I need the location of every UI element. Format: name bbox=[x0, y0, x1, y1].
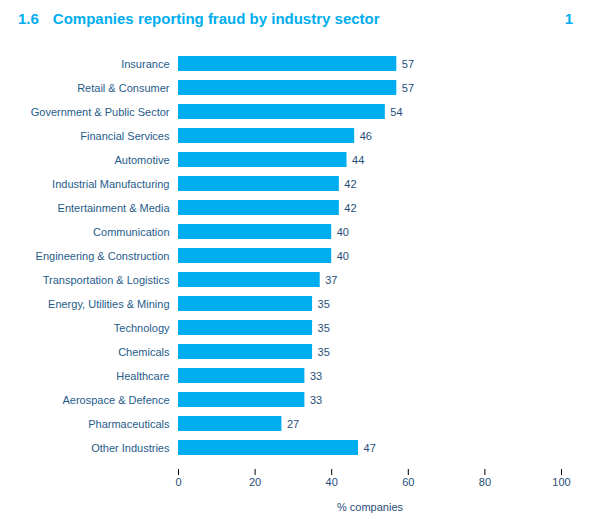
svg-text:33: 33 bbox=[310, 370, 322, 382]
svg-text:80: 80 bbox=[479, 476, 491, 488]
svg-text:Engineering & Construction: Engineering & Construction bbox=[36, 250, 170, 262]
svg-text:40: 40 bbox=[326, 476, 338, 488]
svg-text:57: 57 bbox=[402, 58, 414, 70]
svg-text:35: 35 bbox=[318, 298, 330, 310]
html-text:Companies reporting fraud by i: Companies reporting fraud by industry se… bbox=[52, 10, 380, 27]
svg-text:Entertainment & Media: Entertainment & Media bbox=[58, 202, 171, 214]
svg-text:% companies: % companies bbox=[337, 501, 404, 513]
svg-text:44: 44 bbox=[352, 154, 364, 166]
svg-text:40: 40 bbox=[337, 226, 349, 238]
svg-text:37: 37 bbox=[325, 274, 337, 286]
svg-text:Energy, Utilities & Mining: Energy, Utilities & Mining bbox=[48, 298, 169, 310]
svg-text:Government & Public Sector: Government & Public Sector bbox=[31, 106, 170, 118]
svg-text:Industrial Manufacturing: Industrial Manufacturing bbox=[52, 178, 169, 190]
svg-text:Chemicals: Chemicals bbox=[118, 346, 170, 358]
svg-text:40: 40 bbox=[337, 250, 349, 262]
svg-text:20: 20 bbox=[249, 476, 261, 488]
svg-text:35: 35 bbox=[318, 322, 330, 334]
svg-text:Automotive: Automotive bbox=[114, 154, 169, 166]
svg-text:42: 42 bbox=[344, 202, 356, 214]
svg-text:60: 60 bbox=[402, 476, 414, 488]
svg-text:Pharmaceuticals: Pharmaceuticals bbox=[88, 418, 170, 430]
svg-text:35: 35 bbox=[318, 346, 330, 358]
svg-text:Other Industries: Other Industries bbox=[91, 442, 170, 454]
html-text:1.6: 1.6 bbox=[18, 10, 39, 27]
svg-text:33: 33 bbox=[310, 394, 322, 406]
svg-text:54: 54 bbox=[390, 106, 402, 118]
svg-text:Aerospace & Defence: Aerospace & Defence bbox=[62, 394, 169, 406]
svg-text:46: 46 bbox=[360, 130, 372, 142]
svg-text:Technology: Technology bbox=[114, 322, 170, 334]
svg-text:57: 57 bbox=[402, 82, 414, 94]
svg-text:47: 47 bbox=[364, 442, 376, 454]
svg-text:Healthcare: Healthcare bbox=[116, 370, 169, 382]
svg-text:27: 27 bbox=[287, 418, 299, 430]
svg-text:Financial Services: Financial Services bbox=[80, 130, 170, 142]
svg-text:0: 0 bbox=[175, 476, 181, 488]
svg-text:100: 100 bbox=[552, 476, 570, 488]
html-text:1: 1 bbox=[564, 10, 573, 27]
svg-text:Communication: Communication bbox=[93, 226, 169, 238]
svg-text:Retail & Consumer: Retail & Consumer bbox=[77, 82, 170, 94]
svg-text:Insurance: Insurance bbox=[121, 58, 169, 70]
svg-text:Transportation & Logistics: Transportation & Logistics bbox=[43, 274, 170, 286]
svg-text:42: 42 bbox=[344, 178, 356, 190]
